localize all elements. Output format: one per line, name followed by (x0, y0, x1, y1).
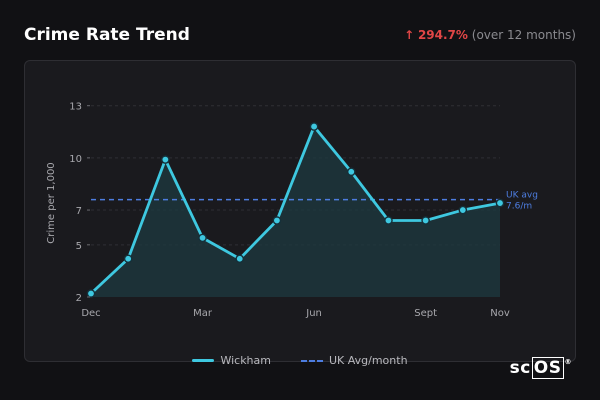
data-point (495, 198, 505, 208)
data-point (123, 254, 133, 264)
y-tick-label: 2 (76, 293, 82, 304)
y-tick-label: 7 (76, 206, 82, 217)
data-point (421, 216, 430, 225)
legend-swatch-solid (192, 359, 215, 362)
data-point (384, 216, 393, 225)
change-percent: 294.7% (417, 28, 468, 42)
data-point (161, 155, 170, 164)
chart-legend: Wickham UK Avg/month (0, 354, 600, 367)
data-point (235, 254, 245, 264)
x-tick-label: Sept (414, 308, 437, 319)
data-points (86, 122, 505, 298)
brand-prefix: sc (509, 358, 531, 378)
brand-logo: sc OS ® (509, 357, 572, 379)
y-axis-label: Crime per 1,000 (46, 162, 57, 243)
legend-label-uk-avg: UK Avg/month (329, 354, 408, 367)
reference-label-line1: UK avg (506, 191, 538, 201)
data-point (272, 216, 282, 225)
x-tick-label: Mar (193, 308, 213, 319)
x-tick-label: Jun (305, 308, 322, 319)
change-indicator: ↑ 294.7% (over 12 months) (404, 28, 576, 42)
axis-labels: 2 5 7 10 13 Dec Mar Jun Sept Nov (69, 102, 510, 319)
x-tick-label: Nov (490, 308, 510, 319)
x-tick-label: Dec (81, 308, 100, 319)
data-point (198, 233, 207, 243)
area-fill-layer (91, 126, 500, 297)
data-point (86, 289, 96, 298)
y-tick-label: 13 (69, 102, 82, 113)
legend-item-wickham: Wickham (192, 354, 271, 367)
legend-label-wickham: Wickham (220, 354, 271, 367)
y-tick-label: 5 (76, 241, 82, 252)
chart-title: Crime Rate Trend (24, 25, 190, 45)
data-point (346, 167, 356, 177)
change-note: (over 12 months) (471, 28, 576, 42)
data-point (309, 122, 319, 131)
data-point (458, 205, 468, 215)
series-line-wickham (89, 125, 502, 295)
y-tick-label: 10 (69, 154, 82, 165)
series-area-fill (91, 126, 500, 297)
reference-label-line2: 7.6/m (506, 202, 532, 212)
trend-up-arrow-icon: ↑ (404, 28, 415, 42)
legend-swatch-dashed (301, 359, 323, 362)
brand-boxed: OS (531, 357, 564, 379)
series-line-layer (89, 125, 502, 295)
legend-item-uk-avg: UK Avg/month (301, 354, 408, 367)
brand-registered-mark: ® (564, 358, 572, 366)
